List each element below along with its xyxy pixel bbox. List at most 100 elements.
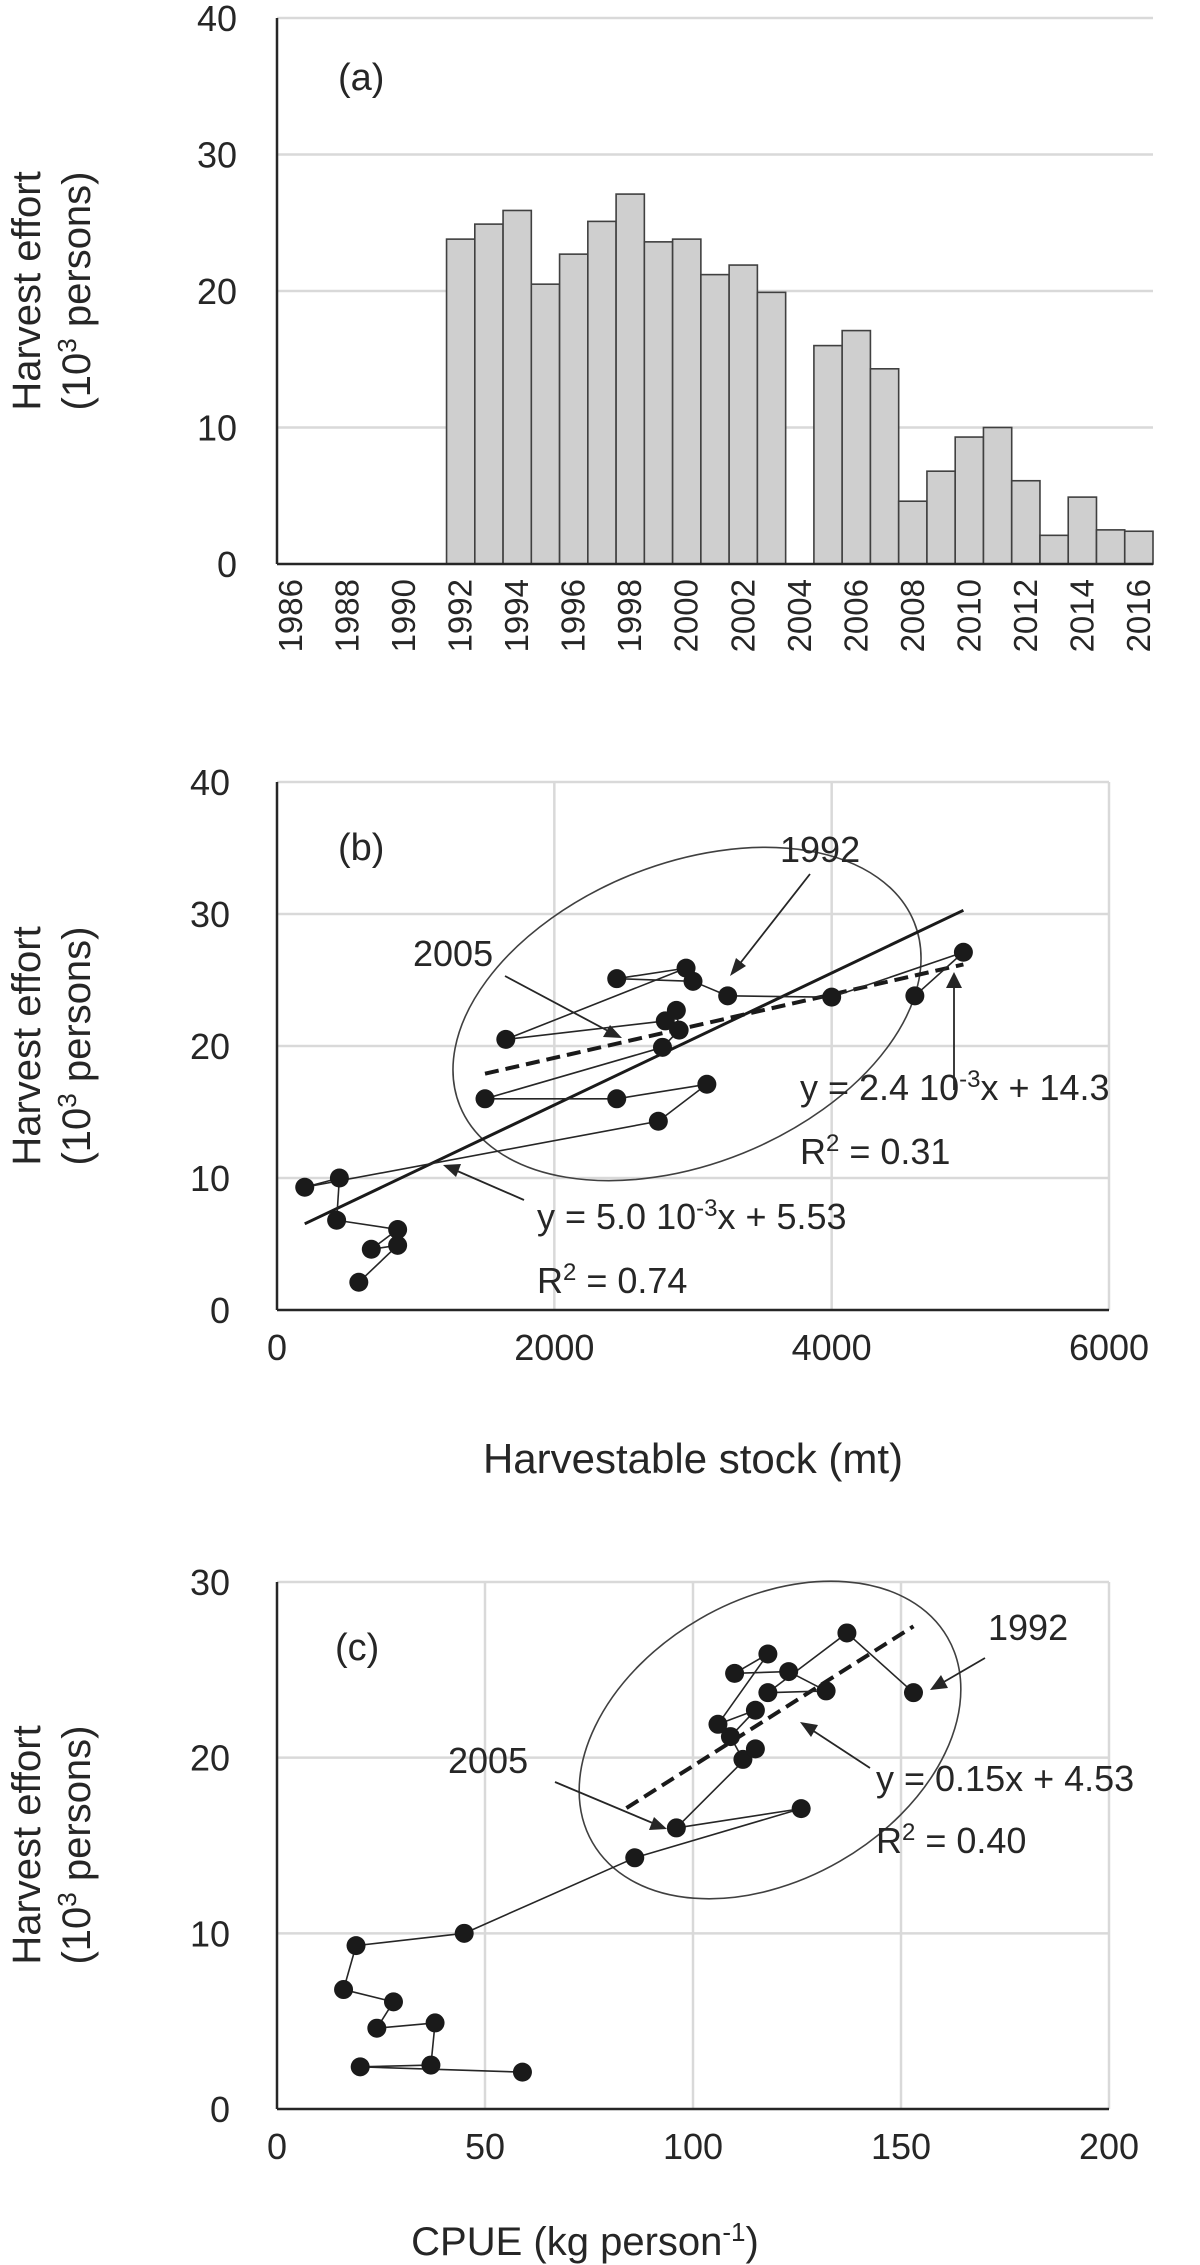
- panel-b-point: [329, 1168, 349, 1188]
- panel-b-point: [607, 969, 627, 989]
- panel-a-x-tick-label: 2012: [1007, 579, 1044, 652]
- panel-b-connector: [657, 1083, 708, 1122]
- panel-b-arrowhead-dashed-fit: [946, 972, 962, 988]
- panel-b: 0 10 20 30 40 0 2000 4000 6000 (b) 1992 2005 y …: [5, 762, 1149, 1482]
- panel-b-x-tick-labels: 0 2000 4000 6000: [267, 1327, 1149, 1368]
- panel-c-point: [334, 1980, 354, 2000]
- panel-b-point: [676, 958, 696, 978]
- panel-c-arrowhead-2005: [649, 1817, 667, 1830]
- panel-a-bar: [926, 470, 956, 565]
- panel-c-y-axis-title: Harvest effort (103 persons): [5, 1725, 99, 1964]
- panel-a-bar: [869, 368, 900, 565]
- panel-b-y-tick-labels: 0 10 20 30 40: [190, 762, 230, 1331]
- panel-c-connector: [767, 1632, 848, 1694]
- panel-a-bar: [587, 220, 617, 565]
- panel-c-point: [816, 1681, 836, 1701]
- panel-c-connector: [355, 1932, 465, 1947]
- panel-b-point: [718, 986, 738, 1006]
- panel-a-y-tick-label: 30: [197, 135, 237, 176]
- panel-b-point: [666, 1000, 686, 1020]
- panel-b-connector: [505, 967, 687, 1041]
- panel-b-x-tick-label: 0: [267, 1327, 287, 1368]
- panel-c-points: [334, 1623, 923, 2082]
- panel-b-point: [669, 1020, 689, 1040]
- panel-b-x-axis-title: Harvestable stock (mt): [483, 1435, 903, 1482]
- panel-c-x-tick-label: 50: [465, 2126, 505, 2167]
- panel-b-y-tick-label: 0: [210, 1290, 230, 1331]
- panel-c-point: [779, 1662, 799, 1682]
- panel-b-annotation-2005: 2005: [413, 933, 493, 974]
- panel-a-x-tick-label: 1994: [498, 579, 535, 652]
- panel-c-point: [720, 1727, 740, 1747]
- panel-c-annotation-1992: 1992: [988, 1607, 1068, 1648]
- panel-b-x-tick-label: 2000: [514, 1327, 594, 1368]
- panel-c-connector: [463, 1857, 636, 1935]
- panel-a-bar: [1067, 496, 1098, 565]
- panel-a-x-tick-label: 1996: [555, 579, 592, 652]
- panel-b-connector: [831, 951, 964, 998]
- panel-c-ylabel: Harvest effort: [5, 1725, 49, 1964]
- panel-c: 0 10 20 30 0 50 100 150 200 (c) 1992 2005 y = 0…: [5, 1562, 1139, 2264]
- panel-c-point: [512, 2062, 532, 2082]
- panel-a-bar: [897, 500, 928, 565]
- panel-b-point: [295, 1177, 315, 1197]
- panel-a-bar: [558, 253, 589, 565]
- panel-a-x-tick-label: 2000: [668, 579, 705, 652]
- panel-b-point: [475, 1089, 495, 1109]
- panel-c-x-tick-label: 100: [663, 2126, 723, 2167]
- panel-b-point: [652, 1037, 672, 1057]
- panel-a-bar: [1123, 530, 1154, 565]
- panel-b-y-axis-title: Harvest effort (103 persons): [5, 926, 99, 1165]
- panel-a-x-tick-label: 2014: [1063, 579, 1100, 652]
- panel-c-point: [745, 1700, 765, 1720]
- panel-c-point: [421, 2055, 441, 2075]
- panel-c-fit-equation: y = 0.15x + 4.53: [876, 1758, 1134, 1799]
- panel-b-connecting-lines: [304, 951, 964, 1283]
- panel-a-label: (a): [338, 57, 384, 99]
- panel-c-y-tick-label: 0: [210, 2089, 230, 2130]
- panel-a-bar: [1010, 479, 1041, 565]
- panel-b-y-tick-label: 10: [190, 1158, 230, 1199]
- panel-b-fit-solid-r2: R2 = 0.74: [537, 1259, 687, 1301]
- panel-a-bar: [615, 193, 646, 565]
- panel-c-arrow-fit: [811, 1729, 871, 1769]
- panel-c-cluster-ellipse: [578, 1580, 962, 1900]
- panel-b-label: (b): [338, 827, 384, 869]
- panel-b-fit-lines: [304, 908, 965, 1226]
- panel-a-y-tick-label: 10: [197, 408, 237, 449]
- panel-c-point: [367, 2018, 387, 2038]
- panel-b-point: [496, 1029, 516, 1049]
- panel-a-x-tick-label: 1998: [611, 579, 648, 652]
- panel-c-fit-r2: R2 = 0.40: [876, 1819, 1026, 1861]
- panel-c-connector: [846, 1632, 915, 1694]
- panel-b-point: [822, 987, 842, 1007]
- panel-c-point: [346, 1936, 366, 1956]
- panel-b-arrowhead-solid-fit: [443, 1164, 461, 1177]
- panel-a-x-tick-label: 2002: [724, 579, 761, 652]
- panel-c-connector: [634, 1807, 802, 1859]
- panel-a-bars: [445, 193, 1154, 565]
- panel-c-point: [454, 1923, 474, 1943]
- panel-b-connector: [505, 1020, 666, 1041]
- panel-b-connector: [914, 951, 964, 997]
- panel-a-bar: [474, 223, 504, 565]
- panel-b-fit-solid-equation: y = 5.0 10-3x + 5.53: [537, 1195, 847, 1237]
- panel-c-x-tick-labels: 0 50 100 150 200: [267, 2126, 1139, 2167]
- panel-a-y-tick-label: 20: [197, 271, 237, 312]
- panel-c-point: [425, 2013, 445, 2033]
- panel-c-point: [625, 1848, 645, 1868]
- panel-a-bar: [756, 291, 787, 565]
- panel-c-arrow-1992: [941, 1657, 986, 1684]
- panel-b-cluster-ellipse: [452, 846, 922, 1182]
- panel-a-bar: [954, 436, 985, 565]
- panel-c-annotation-2005: 2005: [448, 1740, 528, 1781]
- panel-c-x-tick-label: 200: [1079, 2126, 1139, 2167]
- panel-b-point: [388, 1235, 408, 1255]
- panel-c-point: [733, 1749, 753, 1769]
- panel-c-point: [758, 1644, 778, 1664]
- panel-c-point: [350, 2057, 370, 2077]
- panel-b-y-tick-label: 40: [190, 762, 230, 803]
- panel-a-bar: [671, 238, 702, 565]
- panel-a-x-tick-labels: 1986 1988 1990 1992 1994 1996 1998 2000 2002 2004…: [272, 579, 1157, 652]
- panel-a-bar: [502, 209, 533, 565]
